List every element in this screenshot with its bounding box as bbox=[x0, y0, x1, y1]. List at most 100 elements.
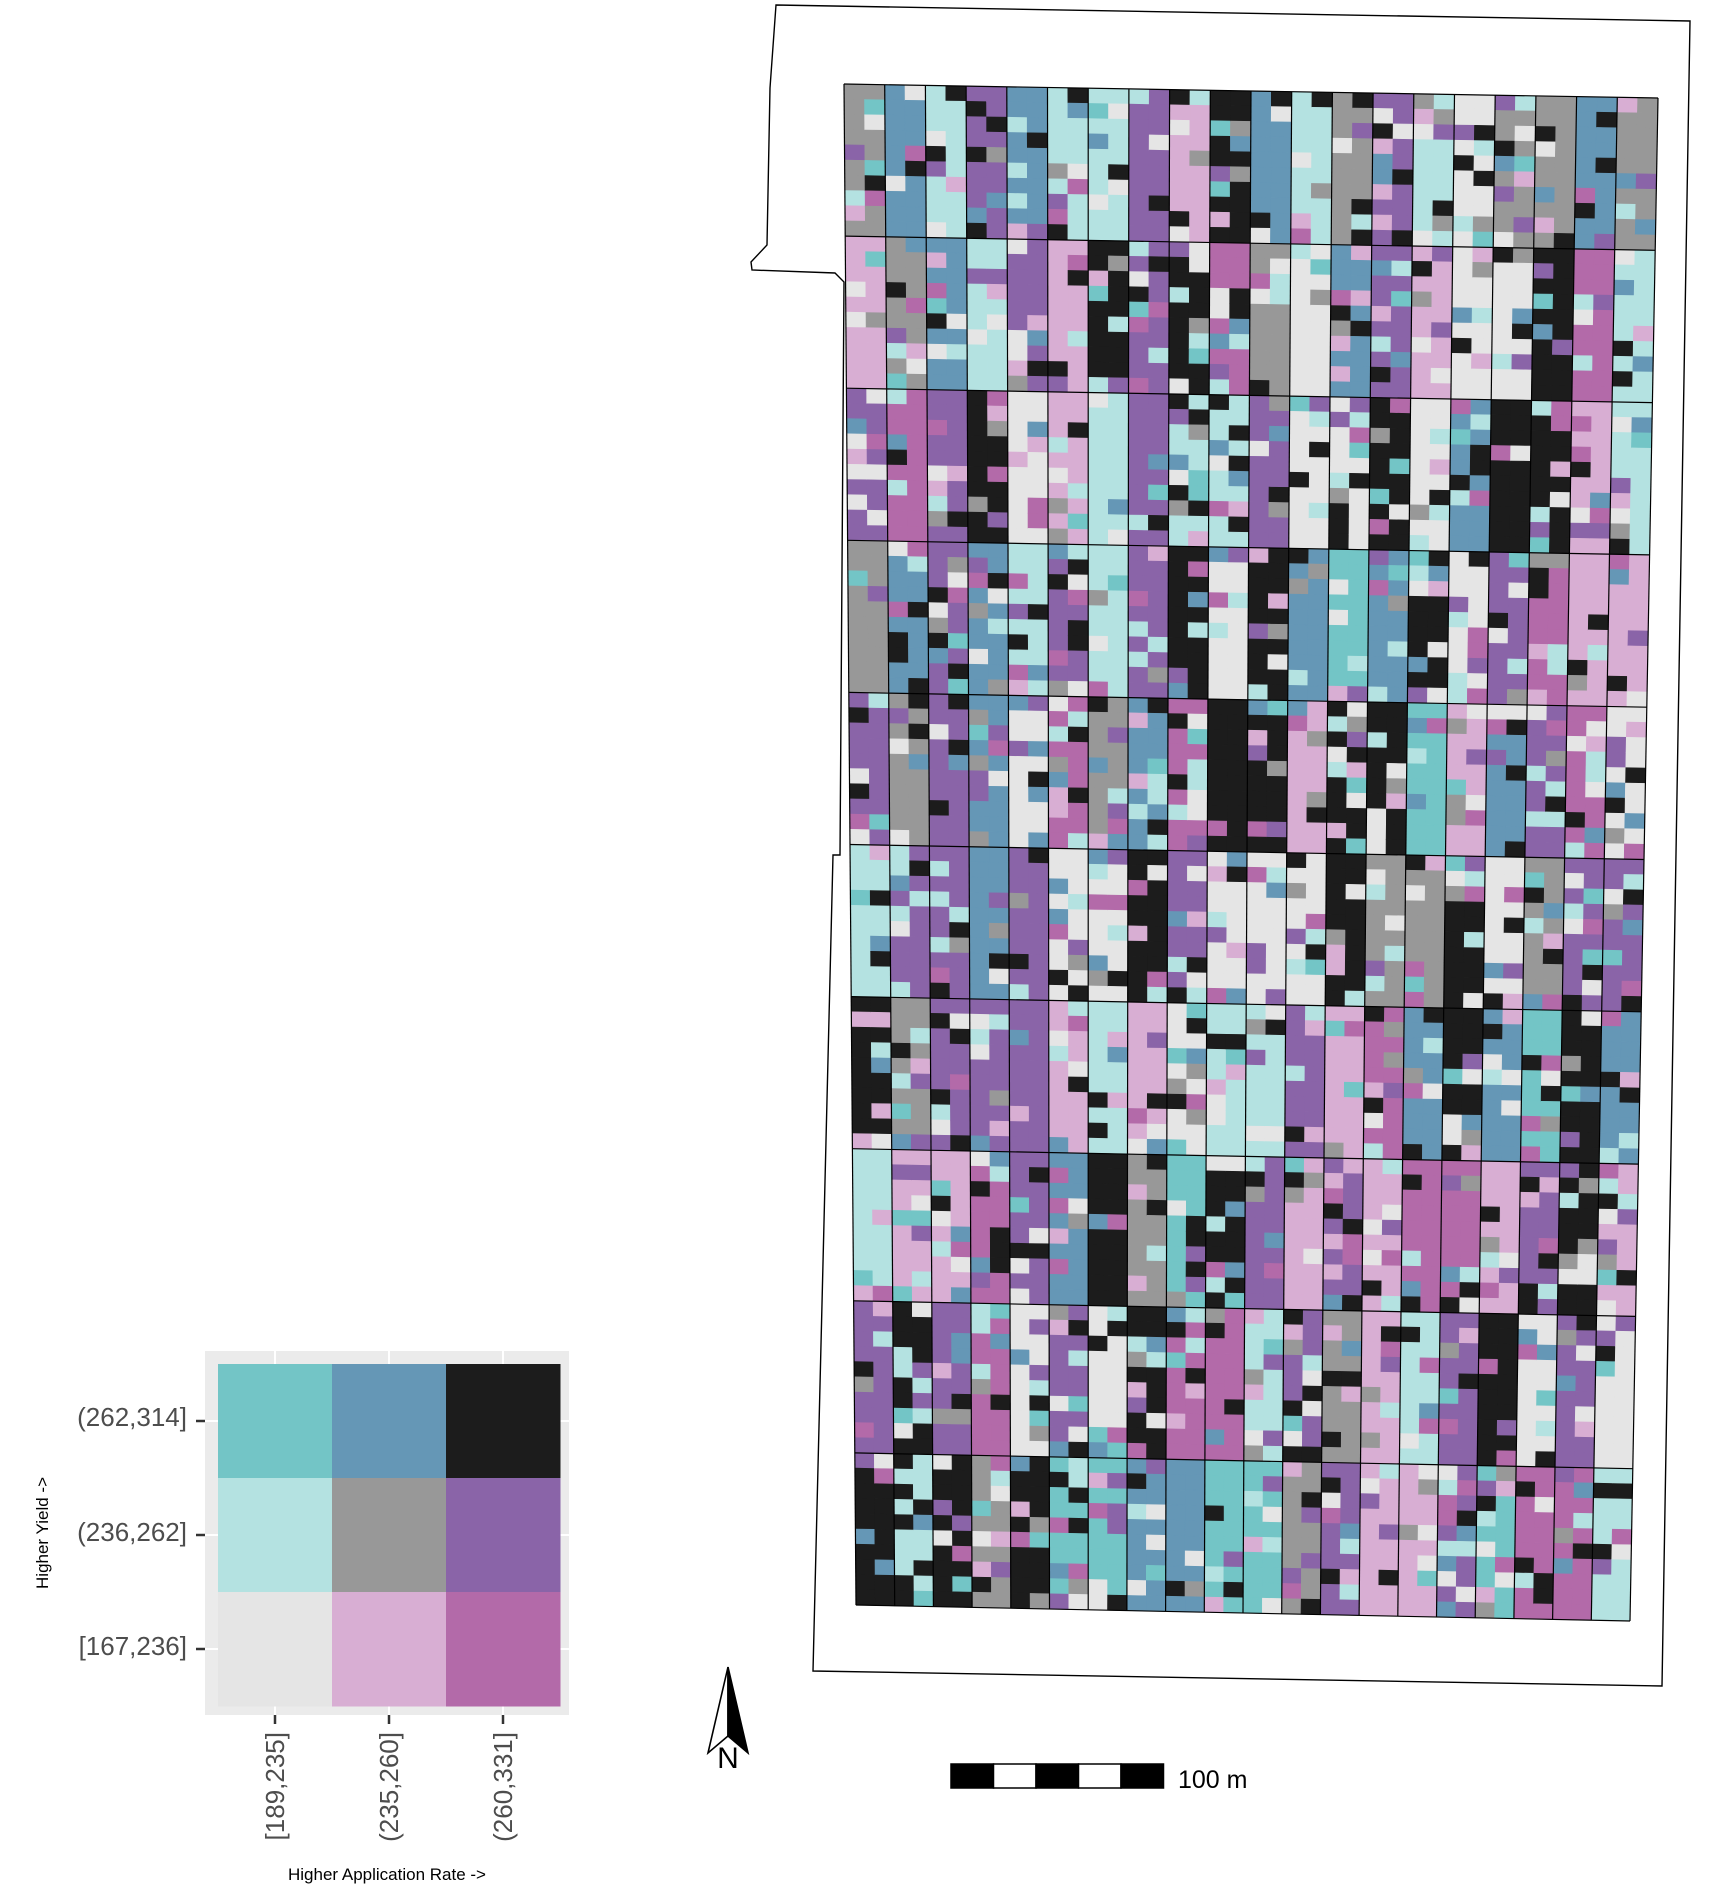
trial-cell bbox=[1634, 296, 1655, 312]
trial-cell bbox=[1225, 1339, 1245, 1355]
trial-cell bbox=[1127, 1535, 1146, 1551]
trial-cell bbox=[1128, 682, 1148, 698]
trial-cell bbox=[1069, 1183, 1089, 1199]
trial-cell bbox=[1562, 980, 1582, 996]
trial-cell bbox=[870, 921, 890, 937]
trial-cell bbox=[1527, 690, 1547, 706]
trial-cell bbox=[991, 1547, 1010, 1563]
trial-cell bbox=[1441, 1191, 1461, 1207]
trial-cell bbox=[1288, 640, 1308, 656]
trial-cell bbox=[1446, 810, 1466, 826]
trial-cell bbox=[1545, 827, 1565, 843]
trial-cell bbox=[1401, 1312, 1421, 1328]
trial-cell bbox=[1515, 1527, 1535, 1543]
trial-cell bbox=[1406, 840, 1426, 856]
trial-cell bbox=[1128, 698, 1148, 714]
trial-cell bbox=[1611, 1575, 1631, 1591]
trial-cell bbox=[1327, 793, 1347, 809]
north-arrow-letter: N bbox=[717, 1742, 739, 1775]
trial-cell bbox=[1551, 431, 1571, 447]
trial-cell bbox=[872, 1119, 892, 1135]
trial-cell bbox=[969, 756, 989, 772]
trial-cell bbox=[1147, 1048, 1167, 1064]
trial-cell bbox=[1325, 1067, 1345, 1083]
trial-cell bbox=[910, 891, 930, 907]
trial-cell bbox=[1323, 1295, 1343, 1311]
trial-cell bbox=[969, 847, 989, 863]
trial-cell bbox=[1343, 1174, 1363, 1190]
trial-cell bbox=[967, 253, 987, 269]
trial-cell bbox=[1370, 443, 1390, 459]
trial-cell bbox=[1088, 697, 1108, 713]
trial-cell bbox=[1271, 213, 1291, 229]
trial-cell bbox=[1459, 1359, 1479, 1375]
trial-cell bbox=[1127, 1261, 1147, 1277]
trial-cell bbox=[1287, 746, 1307, 762]
trial-cell bbox=[1398, 1601, 1418, 1617]
trial-cell bbox=[1494, 202, 1515, 218]
trial-cell bbox=[1554, 249, 1575, 265]
trial-cell bbox=[1480, 1252, 1500, 1268]
legend-y-tick-label-2: (236,262] bbox=[77, 1517, 187, 1547]
trial-cell bbox=[1286, 990, 1306, 1006]
trial-cell bbox=[887, 450, 907, 466]
trial-cell bbox=[913, 1393, 933, 1409]
trial-cell bbox=[1409, 505, 1429, 521]
trial-cell bbox=[1049, 909, 1069, 925]
trial-cell bbox=[1521, 1101, 1541, 1117]
trial-cell bbox=[1308, 640, 1328, 656]
trial-cell bbox=[929, 831, 949, 847]
trial-cell bbox=[1168, 790, 1188, 806]
trial-cell bbox=[1305, 1127, 1325, 1143]
trial-cell bbox=[1248, 563, 1268, 579]
trial-cell bbox=[969, 816, 989, 832]
trial-cell bbox=[927, 466, 947, 482]
trial-cell bbox=[1069, 1031, 1089, 1047]
trial-cell bbox=[1327, 747, 1347, 763]
trial-cell bbox=[871, 1027, 891, 1043]
trial-cell bbox=[1369, 535, 1389, 551]
trial-cell bbox=[1493, 263, 1513, 279]
trial-cell bbox=[1449, 536, 1469, 552]
trial-cell bbox=[1225, 1369, 1245, 1385]
trial-cell bbox=[1573, 325, 1593, 341]
trial-cell bbox=[1168, 835, 1188, 851]
trial-cell bbox=[1307, 762, 1327, 778]
trial-cell bbox=[1244, 1430, 1264, 1446]
trial-cell bbox=[1129, 378, 1149, 394]
trial-cell bbox=[1287, 868, 1307, 884]
trial-cell bbox=[1628, 616, 1648, 632]
trial-cell bbox=[929, 755, 949, 771]
trial-cell bbox=[906, 283, 926, 299]
trial-cell bbox=[1525, 812, 1545, 828]
trial-cell bbox=[1108, 1154, 1128, 1170]
trial-cell bbox=[1069, 1016, 1089, 1032]
trial-cell bbox=[1626, 768, 1646, 784]
trial-cell bbox=[1424, 977, 1444, 993]
legend-color-cells bbox=[218, 1364, 561, 1707]
trial-cell bbox=[1068, 590, 1088, 606]
trial-cell bbox=[1108, 1336, 1128, 1352]
trial-cell bbox=[1461, 1222, 1481, 1238]
trial-cell bbox=[1341, 1417, 1361, 1433]
trial-cell bbox=[1108, 1519, 1127, 1535]
trial-cell bbox=[1413, 124, 1434, 140]
legend-color-cell bbox=[332, 1364, 447, 1479]
trial-cell bbox=[1469, 536, 1489, 552]
trial-cell bbox=[1186, 1216, 1206, 1232]
trial-cell bbox=[1458, 1450, 1478, 1466]
trial-cell bbox=[1352, 138, 1373, 154]
trial-cell bbox=[988, 497, 1008, 513]
trial-cell bbox=[1323, 1265, 1343, 1281]
trial-cell bbox=[967, 177, 987, 193]
trial-cell bbox=[871, 982, 891, 998]
trial-cell bbox=[1410, 444, 1430, 460]
trial-cell bbox=[1048, 270, 1068, 286]
trial-cell bbox=[931, 1089, 951, 1105]
trial-cell bbox=[1582, 1011, 1602, 1027]
trial-cell bbox=[1028, 315, 1048, 331]
trial-cell bbox=[1432, 246, 1452, 262]
trial-cell bbox=[1048, 316, 1068, 332]
trial-cell bbox=[1578, 1224, 1598, 1240]
trial-cell bbox=[1490, 506, 1510, 522]
